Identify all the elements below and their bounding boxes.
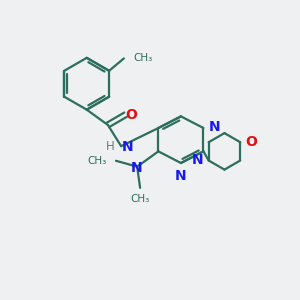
Text: N: N — [209, 120, 220, 134]
Text: N: N — [122, 140, 134, 154]
Text: O: O — [125, 108, 137, 122]
Text: N: N — [192, 153, 203, 167]
Text: CH₃: CH₃ — [87, 156, 106, 166]
Text: N: N — [175, 169, 187, 184]
Text: N: N — [131, 160, 142, 175]
Text: H: H — [106, 140, 115, 153]
Text: CH₃: CH₃ — [133, 53, 152, 63]
Text: CH₃: CH₃ — [130, 194, 150, 204]
Text: O: O — [245, 135, 257, 149]
